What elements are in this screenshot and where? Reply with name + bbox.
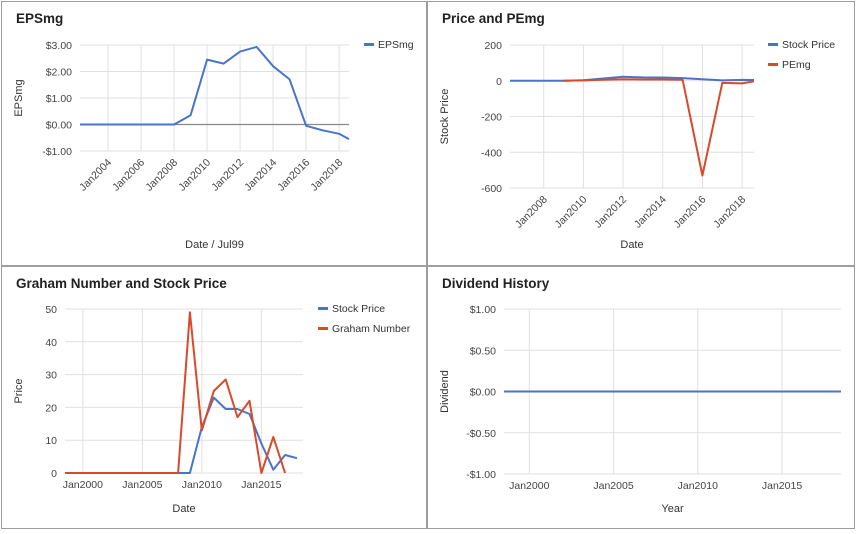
y-tick-label: $0.00: [46, 120, 72, 132]
y-tick-label: $1.00: [470, 304, 496, 316]
y-axis-title: Dividend: [439, 370, 451, 413]
y-tick-label: 50: [45, 304, 57, 316]
chart-title: Price and PEmg: [442, 11, 545, 26]
price-pe-chart-panel: Price and PEmg 200 0 -200 -400 -600 Jan2008 Ja…: [427, 1, 855, 266]
y-tick-label: 30: [45, 370, 57, 382]
x-tick-label: Jan2010: [678, 480, 718, 492]
y-tick-label: 10: [45, 435, 57, 447]
legend-swatch: [318, 307, 328, 310]
x-axis-title: Date: [172, 503, 195, 515]
x-tick-label: Jan2016: [275, 157, 312, 194]
x-tick-label: Jan2006: [110, 157, 147, 194]
x-tick-label: Jan2014: [632, 194, 669, 231]
x-tick-label: Jan2010: [553, 194, 590, 231]
legend-swatch: [318, 327, 328, 330]
x-tick-label: Jan2000: [63, 479, 103, 491]
chart-title: Graham Number and Stock Price: [16, 276, 227, 291]
y-tick-label: 0: [496, 76, 502, 88]
legend-label: EPSmg: [378, 39, 414, 51]
y-tick-label: 40: [45, 337, 57, 349]
x-tick-label: Jan2004: [77, 157, 114, 194]
x-tick-label: Jan2008: [143, 157, 180, 194]
x-axis-title: Year: [661, 503, 684, 515]
y-axis-title: EPSmg: [13, 79, 25, 116]
y-tick-label: 200: [484, 40, 502, 52]
y-tick-label: -$1.00: [466, 469, 496, 481]
x-tick-label: Jan2005: [122, 479, 162, 491]
x-tick-label: Jan2012: [209, 157, 246, 194]
graham-chart: 50 40 30 20 10 0 Jan2000 Jan2005 Jan2010 Jan2015 D…: [13, 303, 411, 515]
chart-title: EPSmg: [16, 11, 64, 26]
chart-title: Dividend History: [442, 276, 550, 291]
y-axis-title: Stock Price: [439, 89, 451, 145]
x-axis-title: Date: [620, 239, 643, 251]
y-tick-label: $0.00: [470, 387, 496, 399]
series-line-graham-number: [65, 311, 287, 474]
y-tick-label: -200: [481, 112, 502, 124]
x-tick-label: Jan2014: [242, 157, 279, 194]
legend-swatch: [768, 63, 778, 66]
y-tick-label: -400: [481, 147, 502, 159]
legend-label: PEmg: [782, 59, 811, 71]
y-tick-label: -600: [481, 183, 502, 195]
y-tick-label: $0.50: [470, 345, 496, 357]
x-tick-label: Jan2016: [672, 194, 709, 231]
graham-chart-panel: Graham Number and Stock Price 50 40 30 20 10…: [1, 266, 427, 529]
series-line-stock-price: [65, 396, 298, 474]
legend-swatch: [364, 43, 374, 46]
y-tick-label: $3.00: [46, 40, 72, 52]
y-tick-label: $1.00: [46, 93, 72, 105]
y-tick-label: 0: [51, 468, 57, 480]
x-tick-label: Jan2012: [592, 194, 629, 231]
x-tick-label: Jan2005: [593, 480, 633, 492]
eps-chart: $3.00 $2.00 $1.00 $0.00 -$1.00 Jan2004Jan2006…: [13, 39, 414, 251]
series-line-epsmg: [80, 45, 350, 140]
eps-chart-panel: EPSmg $3.00 $2.00 $1.00 $0.00 -$1.00 Jan2004 J…: [1, 1, 427, 266]
x-tick-label: Jan2010: [176, 157, 213, 194]
y-axis-title: Price: [13, 378, 25, 403]
series-line-pemg: [563, 78, 755, 177]
legend-swatch: [768, 43, 778, 46]
legend-label: Stock Price: [332, 303, 385, 315]
x-tick-label: Jan2015: [762, 480, 802, 492]
x-axis-title: Date / Jul99: [185, 239, 244, 251]
dividend-chart-panel: Dividend History $1.00 $0.50 $0.00 -$0.50 -$…: [427, 266, 855, 529]
y-tick-label: -$1.00: [42, 146, 72, 158]
x-tick-label: Jan2015: [241, 479, 281, 491]
x-tick-label: Jan2018: [711, 194, 748, 231]
y-tick-label: 20: [45, 402, 57, 414]
x-tick-label: Jan2000: [509, 480, 549, 492]
legend-label: Stock Price: [782, 39, 835, 51]
legend-label: Graham Number: [332, 323, 411, 335]
x-tick-label: Jan2008: [513, 194, 550, 231]
dividend-chart: $1.00 $0.50 $0.00 -$0.50 -$1.00 Jan2000 Jan200…: [439, 304, 841, 515]
y-tick-label: $2.00: [46, 67, 72, 79]
y-tick-label: -$0.50: [466, 428, 496, 440]
x-tick-label: Jan2010: [182, 479, 222, 491]
x-tick-label: Jan2018: [308, 157, 345, 194]
